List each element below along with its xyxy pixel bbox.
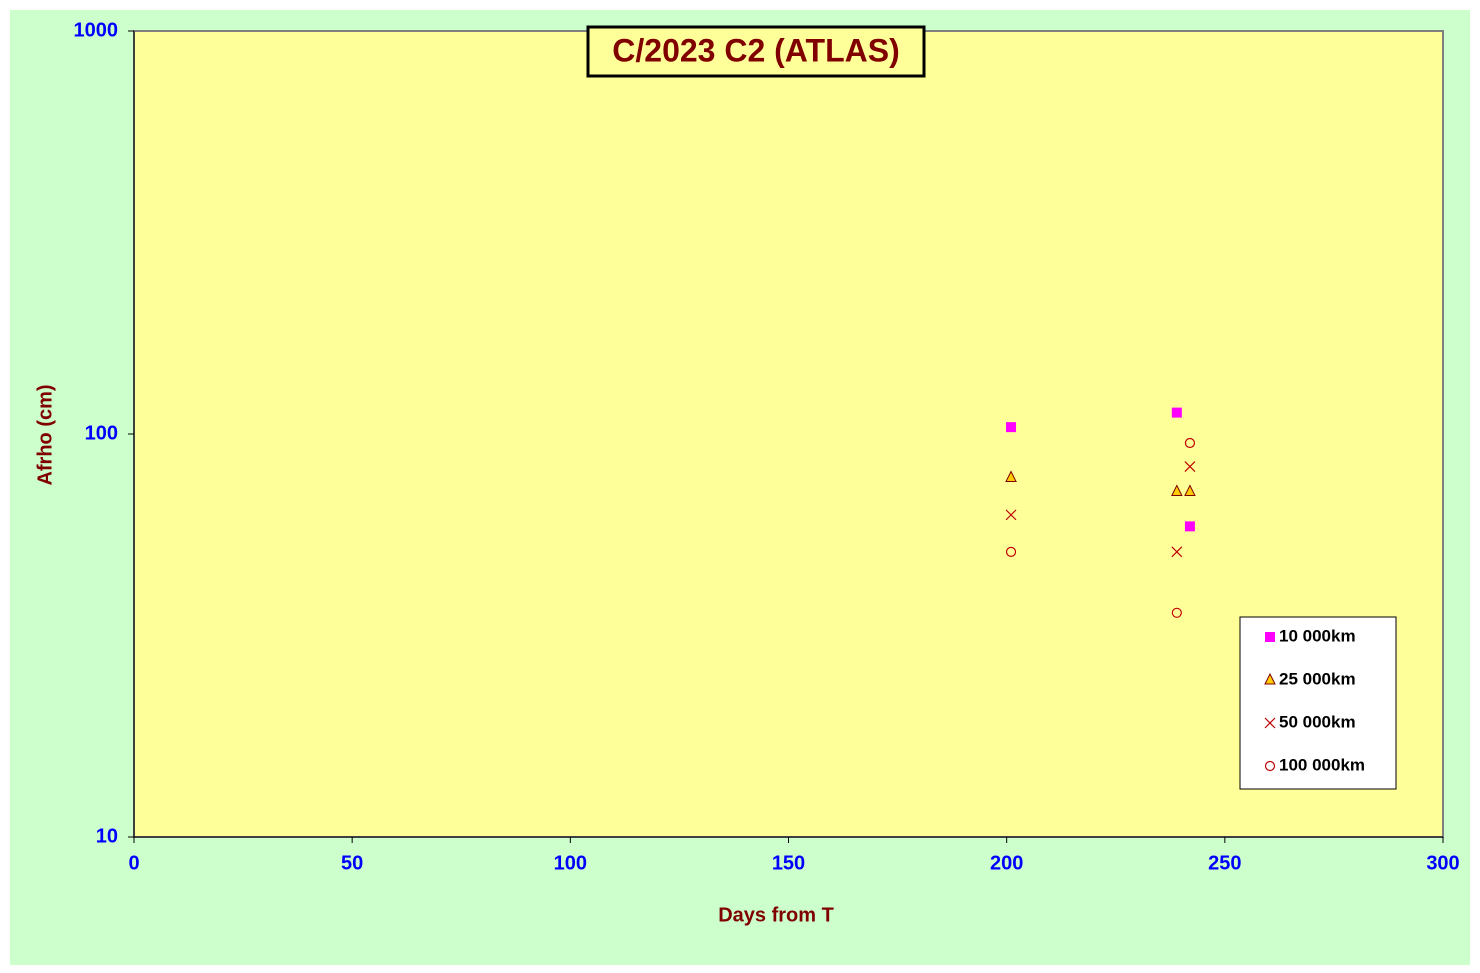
marker-triangle	[1005, 470, 1017, 482]
title-box	[586, 25, 926, 78]
x-tick-label: 0	[128, 852, 139, 874]
chart-title: C/2023 C2 (ATLAS)	[612, 32, 899, 68]
marker-triangle	[1264, 672, 1276, 685]
marker-square	[1006, 422, 1017, 433]
legend-box	[1239, 616, 1397, 790]
x-axis-label: Days from T	[718, 904, 834, 926]
marker-triangle	[1171, 484, 1183, 496]
x-tick-label: 50	[341, 852, 363, 874]
plot-area	[133, 30, 1444, 838]
marker-circle	[1005, 546, 1017, 557]
marker-square	[1265, 632, 1275, 642]
marker-circle	[1171, 607, 1182, 618]
legend-label: 100 000km	[1279, 755, 1365, 774]
x-tick-label: 300	[1426, 852, 1459, 874]
y-tick-label: 10	[96, 825, 118, 847]
legend-label: 25 000km	[1279, 669, 1356, 688]
marker-circle	[1184, 437, 1196, 449]
x-tick-label: 200	[990, 852, 1023, 874]
marker-circle	[1264, 760, 1276, 772]
legend-label: 10 000km	[1279, 626, 1356, 645]
x-tick-label: 150	[772, 852, 805, 874]
marker-cross	[1184, 461, 1196, 473]
marker-square	[1171, 407, 1182, 418]
y-tick-label: 100	[85, 422, 118, 444]
marker-square	[1184, 521, 1195, 532]
legend-label: 50 000km	[1279, 712, 1356, 731]
marker-cross	[1264, 717, 1276, 729]
marker-cross	[1005, 509, 1017, 521]
x-tick-label: 250	[1208, 852, 1241, 874]
marker-cross	[1171, 546, 1183, 558]
y-tick-label: 1000	[74, 19, 119, 41]
marker-triangle	[1184, 484, 1196, 496]
x-tick-label: 100	[554, 852, 587, 874]
y-axis-label: Afrho (cm)	[34, 384, 56, 485]
